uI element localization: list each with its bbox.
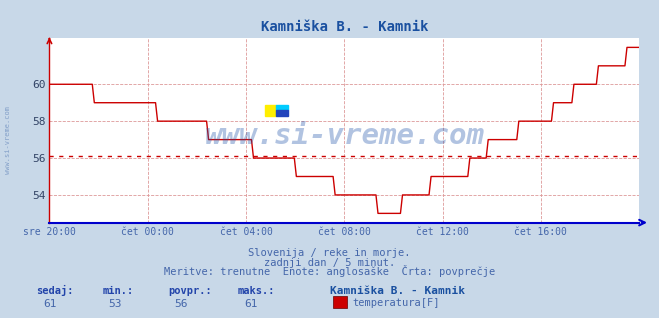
Text: www.si-vreme.com: www.si-vreme.com xyxy=(204,122,484,150)
Text: Slovenija / reke in morje.: Slovenija / reke in morje. xyxy=(248,248,411,258)
Text: povpr.:: povpr.: xyxy=(168,286,212,296)
Text: 53: 53 xyxy=(109,299,122,309)
Text: sedaj:: sedaj: xyxy=(36,285,74,296)
Text: Meritve: trenutne  Enote: anglosaške  Črta: povprečje: Meritve: trenutne Enote: anglosaške Črta… xyxy=(164,265,495,277)
Text: 61: 61 xyxy=(43,299,56,309)
Text: Kamniška B. - Kamnik: Kamniška B. - Kamnik xyxy=(330,286,465,296)
Text: www.si-vreme.com: www.si-vreme.com xyxy=(5,106,11,174)
Text: 56: 56 xyxy=(175,299,188,309)
Bar xyxy=(277,105,288,110)
Title: Kamniška B. - Kamnik: Kamniška B. - Kamnik xyxy=(260,20,428,34)
Bar xyxy=(265,105,277,116)
Text: 61: 61 xyxy=(244,299,257,309)
Text: zadnji dan / 5 minut.: zadnji dan / 5 minut. xyxy=(264,258,395,267)
Text: maks.:: maks.: xyxy=(237,286,275,296)
Text: temperatura[F]: temperatura[F] xyxy=(353,298,440,308)
Text: min.:: min.: xyxy=(102,286,133,296)
Bar xyxy=(277,110,288,116)
